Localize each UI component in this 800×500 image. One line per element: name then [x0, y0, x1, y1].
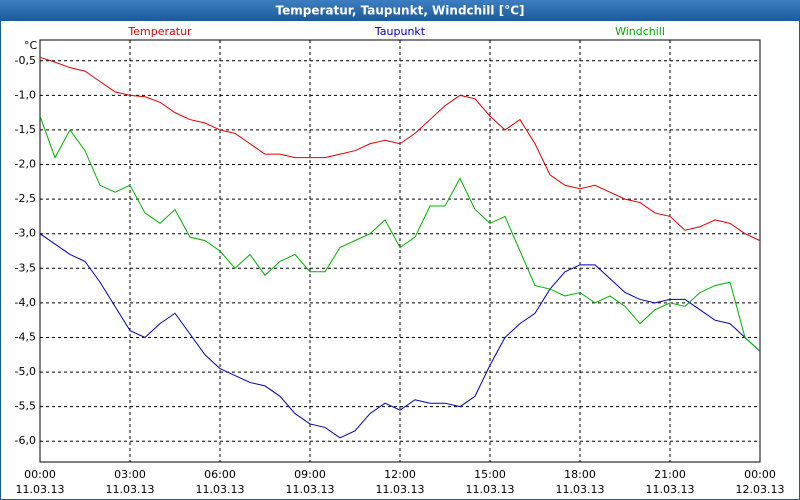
y-axis-label: °C — [24, 39, 38, 52]
series-line — [39, 233, 761, 439]
legend-entry: Taupunkt — [374, 25, 426, 38]
x-tick-date: 11.03.13 — [556, 483, 605, 496]
x-tick-date: 11.03.13 — [286, 483, 335, 496]
x-tick-label: 00:00 — [744, 468, 776, 481]
x-tick-date: 11.03.13 — [646, 483, 695, 496]
x-tick-date: 12.03.13 — [736, 483, 785, 496]
x-tick-date: 11.03.13 — [16, 483, 65, 496]
y-tick-label: -3,5 — [15, 261, 36, 274]
x-tick-date: 11.03.13 — [376, 483, 425, 496]
y-tick-label: -1,5 — [15, 123, 36, 136]
title-bar — [0, 0, 800, 21]
x-tick-label: 03:00 — [114, 468, 146, 481]
series-line — [39, 56, 761, 242]
chart-title: Temperatur, Taupunkt, Windchill [°C] — [276, 4, 525, 18]
x-tick-date: 11.03.13 — [466, 483, 515, 496]
x-tick-label: 06:00 — [204, 468, 236, 481]
y-tick-label: -5,5 — [15, 400, 36, 413]
y-tick-label: -4,5 — [15, 330, 36, 343]
x-tick-label: 21:00 — [654, 468, 686, 481]
x-tick-label: 00:00 — [24, 468, 56, 481]
y-tick-label: -3,0 — [15, 227, 36, 240]
series-line — [39, 115, 761, 352]
y-tick-label: -2,0 — [15, 158, 36, 171]
x-tick-label: 18:00 — [564, 468, 596, 481]
legend-entry: Windchill — [615, 25, 665, 38]
y-tick-label: -5,0 — [15, 365, 36, 378]
y-tick-label: -4,0 — [15, 296, 36, 309]
y-tick-label: -2,5 — [15, 192, 36, 205]
x-tick-label: 15:00 — [474, 468, 506, 481]
x-tick-date: 11.03.13 — [106, 483, 155, 496]
x-tick-label: 12:00 — [384, 468, 416, 481]
legend-entry: Temperatur — [127, 25, 192, 38]
y-tick-label: -1,0 — [15, 88, 36, 101]
y-tick-label: -6,0 — [15, 434, 36, 447]
y-tick-label: -0,5 — [15, 54, 36, 67]
x-tick-label: 09:00 — [294, 468, 326, 481]
x-tick-date: 11.03.13 — [196, 483, 245, 496]
